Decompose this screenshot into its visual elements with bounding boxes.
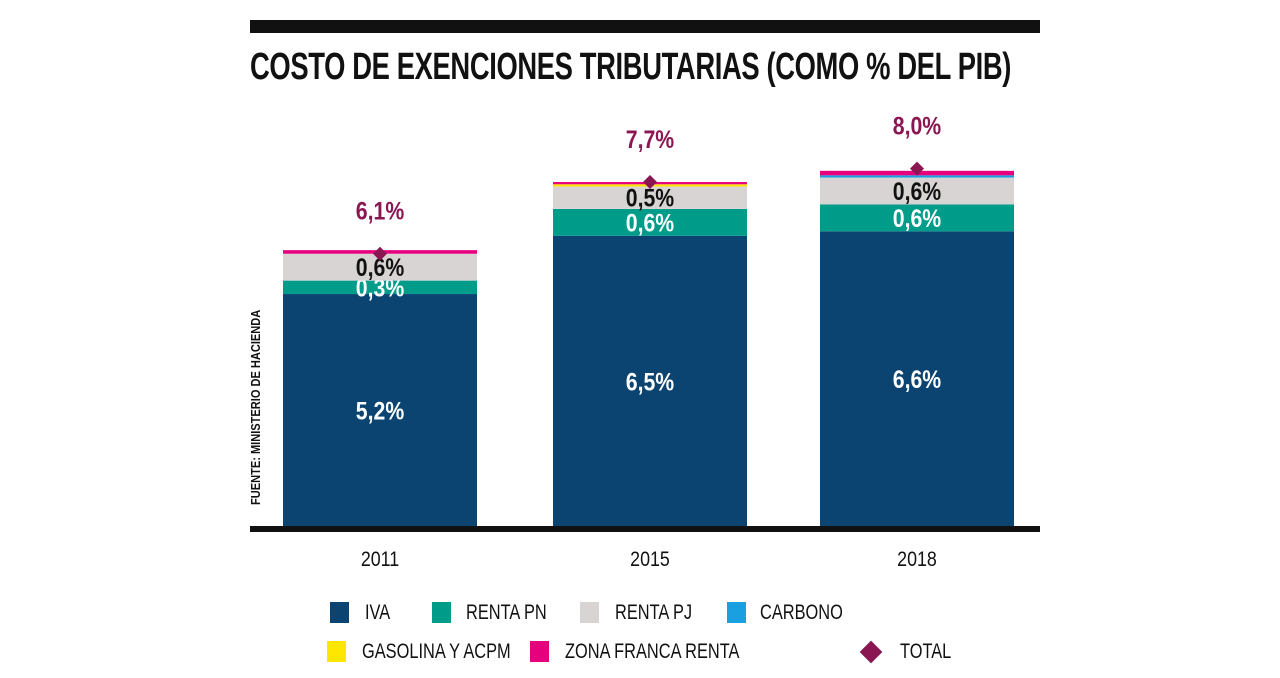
bar-segment-renta-pn-2011 [283, 280, 477, 295]
legend-swatch-gasolina-y-acpm [327, 641, 346, 662]
total-label-2018: 8,0% [893, 112, 941, 140]
total-marker-2018 [910, 161, 924, 176]
total-marker-2015 [643, 175, 657, 190]
legend-label-total: TOTAL [900, 640, 952, 663]
bar-segment-iva-2011 [283, 294, 477, 527]
legend-swatch-carbono [727, 602, 746, 623]
total-label-2015: 7,7% [626, 125, 674, 153]
legend-label: RENTA PN [466, 601, 547, 624]
data-label-iva-2011: 5,2% [356, 397, 404, 425]
x-tick-label-2011: 2011 [361, 548, 399, 572]
bar-segment-renta-pj-2018 [820, 177, 1014, 205]
data-label-renta-pj-2018: 0,6% [893, 177, 941, 205]
legend-label: CARBONO [760, 601, 843, 624]
x-axis-line [250, 526, 1040, 532]
legend-swatch-zona-franca-renta [530, 641, 549, 662]
legend-swatch-renta-pj [580, 602, 599, 623]
data-label-renta-pn-2015: 0,6% [626, 209, 674, 237]
bar-segment-carbono-2018 [820, 175, 1014, 178]
total-label-2011: 6,1% [356, 197, 404, 225]
data-label-iva-2018: 6,6% [893, 366, 941, 394]
bar-segment-iva-2015 [553, 235, 747, 528]
x-tick-label-2015: 2015 [630, 548, 670, 572]
bar-segment-renta-pn-2015 [553, 208, 747, 236]
chart-title: COSTO DE EXENCIONES TRIBUTARIAS (COMO % … [250, 46, 1012, 88]
data-label-iva-2015: 6,5% [626, 368, 674, 396]
title-rule [250, 20, 1040, 33]
bar-segment-renta-pj-2015 [553, 186, 747, 209]
legend-label: RENTA PJ [615, 601, 693, 624]
legend-label: ZONA FRANCA RENTA [565, 640, 740, 663]
bar-segment-renta-pn-2018 [820, 204, 1014, 232]
legend-label: GASOLINA Y ACPM [362, 640, 511, 663]
legend-label: IVA [365, 601, 391, 624]
total-marker-2011 [373, 246, 387, 261]
data-label-renta-pn-2018: 0,6% [893, 204, 941, 232]
bar-segment-iva-2018 [820, 231, 1014, 527]
legend-swatch-renta-pn [432, 602, 451, 623]
x-tick-label-2018: 2018 [897, 548, 937, 572]
legend-swatch-iva [330, 602, 349, 623]
